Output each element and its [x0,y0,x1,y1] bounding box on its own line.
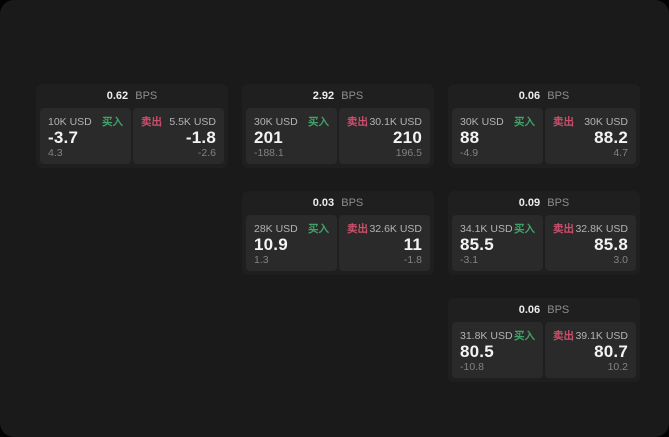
buy-amount: 30K USD [254,115,298,128]
buy-button[interactable]: 买入 [514,116,535,128]
sell-sub-value: 196.5 [395,147,422,159]
bps-unit-label: BPS [341,90,364,102]
buy-button[interactable]: 买入 [514,223,535,235]
buy-price: 85.5 [460,235,494,254]
bps-header: 0.09 BPS [448,191,640,215]
sell-panel[interactable]: 卖出 32.8K USD 85.8 3.0 [545,215,636,271]
buy-panel[interactable]: 30K USD 买入 88 -4.9 [452,108,543,164]
bps-value: 2.92 [312,90,335,102]
buy-panel[interactable]: 30K USD 买入 201 -188.1 [246,108,337,164]
buy-sub-value: -3.1 [460,254,479,266]
sell-panel[interactable]: 卖出 30K USD 88.2 4.7 [545,108,636,164]
sell-panel[interactable]: 卖出 5.5K USD -1.8 -2.6 [133,108,224,164]
bps-unit-label: BPS [135,90,158,102]
sell-price: 80.7 [594,342,628,361]
bps-unit-label: BPS [341,197,364,209]
sell-amount: 32.8K USD [575,222,628,235]
sell-price: 88.2 [594,128,628,147]
buy-sub-value: 1.3 [254,254,269,266]
buy-price: -3.7 [48,128,79,147]
buy-button[interactable]: 买入 [308,223,329,235]
buy-panel[interactable]: 34.1K USD 买入 85.5 -3.1 [452,215,543,271]
buy-sub-value: 4.3 [48,147,63,159]
buy-amount: 34.1K USD [460,222,513,235]
buy-panel[interactable]: 10K USD 买入 -3.7 4.3 [40,108,131,164]
sell-amount: 5.5K USD [169,115,216,128]
buy-sub-value: -10.8 [460,361,484,373]
sell-sub-value: -2.6 [197,147,216,159]
sell-sub-value: 4.7 [613,147,628,159]
quote-card-5: 0.09 BPS 34.1K USD 买入 85.5 -3.1 卖出 32.8K… [448,191,640,275]
buy-price: 88 [460,128,480,147]
bps-value: 0.06 [518,90,541,102]
quote-card-4: 0.03 BPS 28K USD 买入 10.9 1.3 卖出 32.6K US… [242,191,434,275]
quote-card-6: 0.06 BPS 31.8K USD 买入 80.5 -10.8 卖出 39.1… [448,298,640,382]
buy-price: 80.5 [460,342,494,361]
buy-price: 201 [254,128,283,147]
buy-button[interactable]: 买入 [308,116,329,128]
sell-button[interactable]: 卖出 [347,223,368,235]
sell-amount: 30K USD [584,115,628,128]
sell-panel[interactable]: 卖出 39.1K USD 80.7 10.2 [545,322,636,378]
bps-unit-label: BPS [547,90,570,102]
bps-value: 0.62 [106,90,129,102]
quote-panels: 28K USD 买入 10.9 1.3 卖出 32.6K USD 11 -1.8 [242,215,434,275]
sell-amount: 30.1K USD [369,115,422,128]
sell-sub-value: 3.0 [613,254,628,266]
buy-sub-value: -188.1 [254,147,284,159]
sell-button[interactable]: 卖出 [553,330,574,342]
buy-amount: 10K USD [48,115,92,128]
bps-unit-label: BPS [547,197,570,209]
sell-button[interactable]: 卖出 [141,116,162,128]
sell-price: -1.8 [185,128,216,147]
bps-value: 0.06 [518,304,541,316]
quote-panels: 34.1K USD 买入 85.5 -3.1 卖出 32.8K USD 85.8… [448,215,640,275]
sell-button[interactable]: 卖出 [553,223,574,235]
quote-panels: 10K USD 买入 -3.7 4.3 卖出 5.5K USD -1.8 -2.… [36,108,228,168]
bps-header: 0.06 BPS [448,84,640,108]
buy-panel[interactable]: 28K USD 买入 10.9 1.3 [246,215,337,271]
bps-header: 0.03 BPS [242,191,434,215]
quote-panels: 30K USD 买入 88 -4.9 卖出 30K USD 88.2 4.7 [448,108,640,168]
buy-button[interactable]: 买入 [514,330,535,342]
buy-amount: 30K USD [460,115,504,128]
bps-header: 2.92 BPS [242,84,434,108]
quote-card-2: 2.92 BPS 30K USD 买入 201 -188.1 卖出 30.1K … [242,84,434,168]
buy-price: 10.9 [254,235,288,254]
sell-button[interactable]: 卖出 [553,116,574,128]
sell-panel[interactable]: 卖出 32.6K USD 11 -1.8 [339,215,430,271]
sell-amount: 32.6K USD [369,222,422,235]
buy-amount: 28K USD [254,222,298,235]
quote-card-3: 0.06 BPS 30K USD 买入 88 -4.9 卖出 30K USD 8… [448,84,640,168]
bps-unit-label: BPS [547,304,570,316]
sell-sub-value: -1.8 [403,254,422,266]
bps-header: 0.06 BPS [448,298,640,322]
buy-amount: 31.8K USD [460,329,513,342]
sell-price: 85.8 [594,235,628,254]
buy-button[interactable]: 买入 [102,116,123,128]
bps-header: 0.62 BPS [36,84,228,108]
quote-card-1: 0.62 BPS 10K USD 买入 -3.7 4.3 卖出 5.5K USD… [36,84,228,168]
quote-panels: 31.8K USD 买入 80.5 -10.8 卖出 39.1K USD 80.… [448,322,640,382]
sell-price: 210 [393,128,422,147]
bps-value: 0.09 [518,197,541,209]
sell-amount: 39.1K USD [575,329,628,342]
quote-panels: 30K USD 买入 201 -188.1 卖出 30.1K USD 210 1… [242,108,434,168]
buy-panel[interactable]: 31.8K USD 买入 80.5 -10.8 [452,322,543,378]
sell-price: 11 [403,235,422,254]
bps-value: 0.03 [312,197,335,209]
sell-button[interactable]: 卖出 [347,116,368,128]
buy-sub-value: -4.9 [460,147,479,159]
sell-sub-value: 10.2 [607,361,628,373]
sell-panel[interactable]: 卖出 30.1K USD 210 196.5 [339,108,430,164]
